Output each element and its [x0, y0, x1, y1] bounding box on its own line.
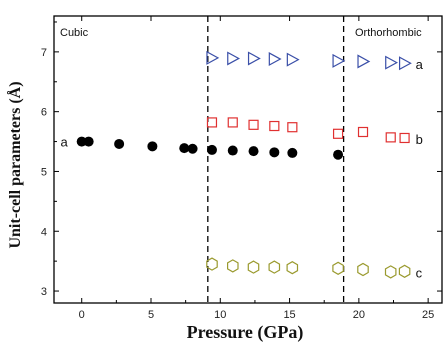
y-tick-label: 7 — [41, 47, 47, 59]
data-point-series-1 — [287, 147, 298, 158]
data-point-series-2 — [385, 55, 398, 70]
data-point-series-4 — [286, 261, 299, 275]
data-point-series-1 — [227, 145, 238, 156]
data-point-series-4 — [268, 260, 281, 274]
x-tick-label: 25 — [422, 309, 434, 321]
data-point-series-1 — [248, 146, 259, 157]
data-point-series-4 — [384, 265, 397, 279]
data-point-series-2 — [268, 52, 282, 67]
y-tick-label: 6 — [41, 107, 47, 119]
x-axis-ticks: 0 5 10 15 20 25 — [79, 16, 434, 321]
data-point-series-4 — [332, 261, 344, 275]
data-point-series-2 — [332, 53, 346, 68]
x-tick-label: 20 — [353, 309, 365, 321]
phase-label-cubic: Cubic — [60, 27, 89, 39]
data-point-series-3 — [287, 122, 298, 133]
plot-border — [53, 15, 443, 304]
series-label-3: b — [416, 132, 423, 147]
data-point-series-2 — [357, 54, 371, 69]
x-tick-label: 0 — [79, 309, 85, 321]
series-label-1: a — [60, 135, 68, 150]
data-point-series-4 — [227, 259, 239, 273]
data-point-series-4 — [357, 262, 369, 277]
data-point-series-3 — [357, 126, 369, 138]
data-point-series-1 — [187, 143, 198, 154]
data-point-series-4 — [398, 264, 411, 278]
phase-boundaries — [207, 16, 345, 303]
data-point-series-2 — [398, 56, 412, 71]
data-point-series-4 — [206, 257, 218, 271]
data-point-series-3 — [385, 132, 396, 143]
data-point-series-1 — [147, 141, 158, 152]
data-markers — [76, 50, 412, 279]
y-axis-ticks: 3 4 5 6 7 — [41, 21, 442, 298]
x-tick-label: 15 — [283, 309, 295, 321]
data-point-series-3 — [332, 128, 344, 139]
y-axis-title: Unit-cell parameters (Å) — [6, 81, 24, 248]
data-point-series-1 — [114, 138, 125, 149]
x-tick-label: 5 — [148, 309, 154, 321]
data-point-series-1 — [76, 136, 87, 147]
x-tick-label: 10 — [214, 309, 226, 321]
data-point-series-2 — [286, 52, 300, 67]
series-label-2: a — [416, 57, 424, 72]
phase-label-orthorhombic: Orthorhombic — [355, 27, 422, 39]
data-point-series-3 — [269, 120, 280, 132]
plot-frame — [53, 15, 443, 304]
data-point-series-1 — [83, 136, 94, 147]
data-point-series-3 — [227, 117, 238, 128]
x-axis-title: Pressure (GPa) — [187, 322, 304, 343]
series-labels: a a b c — [60, 57, 423, 280]
y-tick-label: 5 — [41, 166, 47, 178]
data-point-series-4 — [247, 260, 260, 274]
y-tick-label: 4 — [41, 226, 47, 238]
data-point-series-3 — [206, 117, 218, 128]
data-point-series-1 — [179, 143, 190, 154]
data-point-series-1 — [333, 149, 344, 160]
series-label-4: c — [416, 265, 423, 280]
data-point-series-1 — [269, 147, 280, 158]
y-tick-label: 3 — [41, 286, 47, 298]
data-point-series-1 — [206, 144, 217, 155]
data-point-series-3 — [399, 132, 410, 144]
data-point-series-3 — [248, 119, 259, 130]
data-point-series-2 — [227, 51, 241, 66]
data-point-series-2 — [247, 51, 261, 66]
data-point-series-2 — [206, 50, 220, 65]
